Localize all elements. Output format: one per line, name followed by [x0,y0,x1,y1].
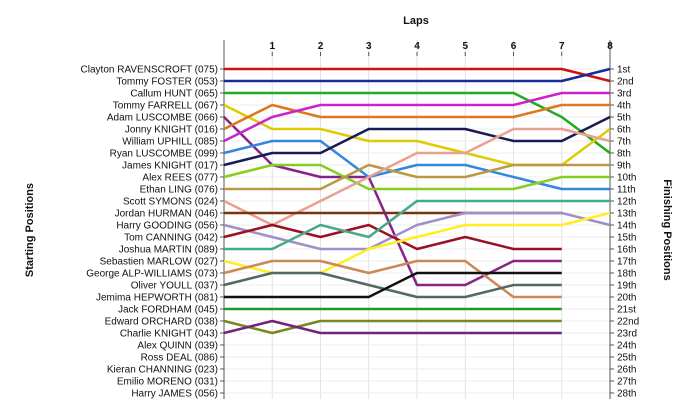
driver-label: Sebastien MARLOW (027) [100,257,218,268]
series-line [223,319,562,335]
driver-label: Jordan HURMAN (046) [115,209,218,220]
x-tick-label: 5 [462,41,468,52]
finishing-position-label: 2nd [617,77,634,88]
finishing-position-label: 4th [617,101,631,112]
x-tick-label: 8 [607,41,613,52]
driver-labels: Clayton RAVENSCROFT (075)Tommy FOSTER (0… [81,65,218,400]
x-tick-label: 7 [559,41,565,52]
finishing-position-label: 16th [617,245,636,256]
driver-label: Adam LUSCOMBE (066) [107,113,218,124]
finishing-position-label: 3rd [617,89,631,100]
series-line [223,259,562,299]
series-line [224,271,562,299]
driver-label: Ross DEAL (086) [141,353,218,364]
series-line [223,127,611,227]
x-tick-label: 2 [318,41,324,52]
driver-label: Harry GOODING (056) [116,221,218,232]
x-tick-label: 4 [414,41,420,52]
y-axis-right-label: Finishing Positions [661,179,673,280]
driver-label: Tom CANNING (042) [124,233,218,244]
series-line [223,91,610,143]
series-line [223,163,610,191]
driver-label: Charlie KNIGHT (043) [120,329,218,340]
driver-label: Ethan LING (076) [140,185,218,196]
driver-label: Alex QUINN (039) [137,341,218,352]
finishing-position-label: 27th [617,377,636,388]
driver-label: Edward ORCHARD (038) [105,317,218,328]
driver-label: Scott SYMONS (024) [123,197,218,208]
series-line [224,67,611,83]
driver-label: James KNIGHT (017) [122,161,218,172]
series-line [223,115,611,167]
series-line [223,223,562,251]
series-line [223,139,610,191]
driver-label: George ALP-WILLIAMS (073) [86,269,218,280]
driver-label: Jemima HEPWORTH (081) [96,293,218,304]
finishing-labels: 1st2nd3rd4th5th6th7th8th9th10th11th12th1… [617,65,639,400]
x-tick-label: 3 [366,41,372,52]
driver-label: Tommy FARRELL (067) [113,101,218,112]
finishing-position-label: 9th [617,161,631,172]
finishing-position-label: 24th [617,341,636,352]
driver-label: Callum HUNT (065) [130,89,218,100]
driver-label: Ryan LUSCOMBE (099) [110,149,218,160]
finishing-position-label: 13th [617,209,636,220]
driver-label: Tommy FOSTER (053) [116,77,218,88]
finishing-position-label: 12th [617,197,636,208]
finishing-position-label: 10th [617,173,636,184]
finishing-position-label: 17th [617,257,636,268]
series-line [223,103,610,131]
series-line [223,271,562,299]
chart-title: Laps [403,15,429,27]
series-lines [223,67,611,335]
finishing-position-label: 19th [617,281,636,292]
finishing-position-label: 8th [617,149,631,160]
series-line [223,116,562,287]
driver-label: Jonny KNIGHT (016) [125,125,218,136]
driver-label: Clayton RAVENSCROFT (075) [81,65,218,76]
finishing-position-label: 11th [617,185,636,196]
finishing-position-label: 23rd [617,329,637,340]
finishing-position-label: 21st [617,305,636,316]
driver-label: Harry JAMES (056) [131,389,218,400]
finishing-position-label: 18th [617,269,636,280]
driver-label: Alex REES (077) [142,173,218,184]
series-line [224,199,610,251]
series-line [224,163,610,191]
driver-label: Kieran CHANNING (023) [107,365,218,376]
finishing-position-label: 22nd [617,317,639,328]
finishing-position-label: 25th [617,353,636,364]
x-ticks: 1 2 3 4 5 6 7 8 [269,41,613,56]
x-tick-label: 6 [511,41,517,52]
finishing-position-label: 26th [617,365,636,376]
finishing-position-label: 28th [617,389,636,400]
y-axis-left-label: Starting Positions [24,183,36,277]
finishing-position-label: 15th [617,233,636,244]
finishing-position-label: 14th [617,221,636,232]
driver-label: Emilio MORENO (031) [117,377,218,388]
finishing-position-label: 1st [617,65,631,76]
finishing-position-label: 5th [617,113,631,124]
driver-label: Jack FORDHAM (045) [118,305,218,316]
finishing-position-label: 7th [617,137,631,148]
x-tick-label: 1 [269,41,275,52]
finishing-position-label: 6th [617,125,631,136]
series-line [224,67,611,83]
driver-label: Joshua MARTIN (089) [119,245,218,256]
driver-label: William UPHILL (085) [122,137,218,148]
series-line [223,319,562,335]
finishing-position-label: 20th [617,293,636,304]
driver-label: Oliver YOULL (037) [131,281,218,292]
